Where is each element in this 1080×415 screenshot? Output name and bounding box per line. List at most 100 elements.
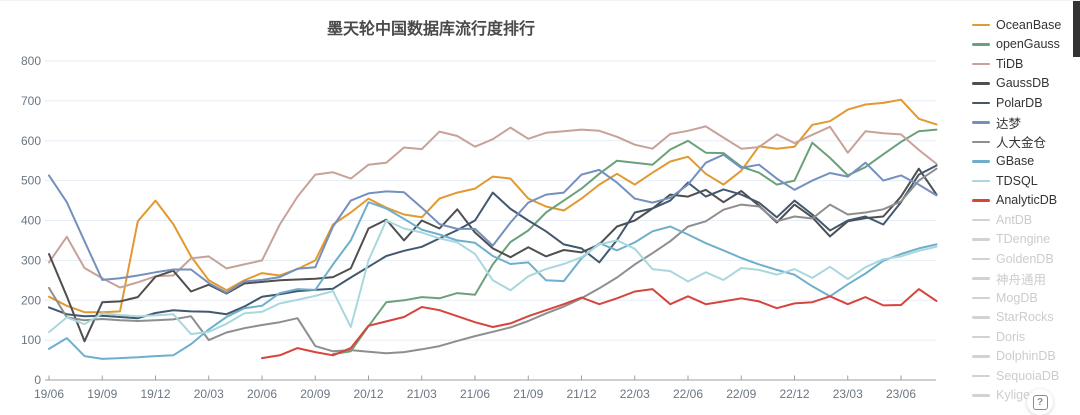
legend-label: DolphinDB [996, 349, 1056, 364]
legend-item-TDSQL[interactable]: TDSQL [972, 171, 1078, 191]
legend-item-openGauss[interactable]: openGauss [972, 35, 1078, 55]
legend-item-StarRocks[interactable]: StarRocks [972, 308, 1078, 328]
legend-label: MogDB [996, 290, 1038, 305]
legend-line-swatch [972, 238, 990, 241]
legend-item-MogDB[interactable]: MogDB [972, 288, 1078, 308]
x-axis-label: 23/03 [833, 387, 863, 401]
legend-label: GoldenDB [996, 251, 1054, 266]
legend-label: StarRocks [996, 310, 1054, 325]
legend-label: openGauss [996, 37, 1060, 52]
x-axis-label: 22/12 [779, 387, 809, 401]
legend-item-GoldenDB[interactable]: GoldenDB [972, 249, 1078, 269]
legend-label: TDengine [996, 232, 1051, 247]
y-axis-label: 500 [21, 174, 41, 188]
legend-line-swatch [972, 140, 990, 143]
x-axis-label: 21/12 [566, 387, 596, 401]
series-line-OceanBase[interactable] [48, 98, 938, 314]
legend-label: TiDB [996, 56, 1024, 71]
series-line-PolarDB[interactable] [48, 164, 938, 320]
legend-item-人大金仓[interactable]: 人大金仓 [972, 132, 1078, 152]
legend-item-TiDB[interactable]: TiDB [972, 54, 1078, 74]
legend-line-swatch [972, 335, 990, 338]
legend-label: Doris [996, 329, 1026, 344]
x-axis-label: 20/12 [353, 387, 383, 401]
legend-line-swatch [972, 257, 990, 260]
legend-item-DolphinDB[interactable]: DolphinDB [972, 347, 1078, 367]
legend-line-swatch [972, 218, 990, 221]
legend-item-Doris[interactable]: Doris [972, 327, 1078, 347]
legend-label: TDSQL [996, 173, 1038, 188]
legend-item-GBase[interactable]: GBase [972, 152, 1078, 172]
legend-item-GaussDB[interactable]: GaussDB [972, 74, 1078, 94]
x-axis-label: 22/09 [726, 387, 756, 401]
scrollbar-thumb[interactable] [1073, 1, 1080, 57]
legend-label: OceanBase [996, 17, 1062, 32]
series-line-人大金仓[interactable] [48, 167, 938, 355]
y-axis-label: 200 [21, 293, 41, 307]
help-icon: ? [1032, 394, 1048, 410]
legend-item-SequoiaDB[interactable]: SequoiaDB [972, 366, 1078, 386]
legend-line-swatch [972, 160, 990, 163]
legend-line-swatch [972, 82, 990, 85]
legend-label: AntDB [996, 212, 1033, 227]
legend-item-AnalyticDB[interactable]: AnalyticDB [972, 191, 1078, 211]
legend-line-swatch [972, 43, 990, 46]
legend-item-PolarDB[interactable]: PolarDB [972, 93, 1078, 113]
legend-label: AnalyticDB [996, 193, 1058, 208]
legend-line-swatch [972, 23, 990, 26]
help-button[interactable]: ? [1027, 389, 1053, 415]
legend-item-OceanBase[interactable]: OceanBase [972, 15, 1078, 35]
legend-label: GaussDB [996, 76, 1050, 91]
legend-line-swatch [972, 277, 990, 280]
series-line-GBase[interactable] [48, 201, 938, 360]
x-axis-label: 19/06 [34, 387, 64, 401]
chart-title: 墨天轮中国数据库流行度排行 [326, 21, 536, 38]
legend-item-Kyligence[interactable]: Kyligence [972, 386, 1078, 406]
legend-item-AntDB[interactable]: AntDB [972, 210, 1078, 230]
y-axis-label: 700 [21, 94, 41, 108]
y-axis-label: 300 [21, 253, 41, 267]
legend-label: 达梦 [996, 116, 1022, 131]
legend-line-swatch [972, 296, 990, 299]
x-axis-label: 19/12 [140, 387, 170, 401]
y-axis-label: 600 [21, 134, 41, 148]
legend: OceanBase openGauss TiDB GaussDB PolarDB 达梦人大… [972, 15, 1078, 405]
legend-item-达梦[interactable]: 达梦 [972, 113, 1078, 133]
legend-label: PolarDB [996, 95, 1043, 110]
x-axis-label: 23/06 [886, 387, 916, 401]
legend-label: 神舟通用 [996, 272, 1047, 287]
legend-item-神舟通用[interactable]: 神舟通用 [972, 269, 1078, 289]
legend-line-swatch [972, 374, 990, 377]
x-axis-label: 21/03 [407, 387, 437, 401]
y-axis-label: 800 [21, 54, 41, 68]
x-axis-label: 22/06 [673, 387, 703, 401]
series-line-openGauss[interactable] [332, 128, 938, 356]
legend-item-TDengine[interactable]: TDengine [972, 230, 1078, 250]
legend-label: GBase [996, 154, 1035, 169]
series-line-TiDB[interactable] [48, 125, 938, 289]
legend-line-swatch [972, 101, 990, 104]
x-axis-label: 20/09 [300, 387, 330, 401]
series-line-TDSQL[interactable] [48, 219, 938, 336]
legend-line-swatch [972, 316, 990, 319]
y-axis-label: 100 [21, 333, 41, 347]
x-axis-label: 21/06 [460, 387, 490, 401]
legend-line-swatch [972, 62, 990, 65]
legend-line-swatch [972, 355, 990, 358]
legend-label: 人大金仓 [996, 136, 1047, 151]
y-axis-label: 400 [21, 214, 41, 228]
legend-line-swatch [972, 179, 990, 182]
legend-line-swatch [972, 199, 990, 202]
x-axis-label: 20/06 [247, 387, 277, 401]
legend-label: SequoiaDB [996, 368, 1060, 383]
x-axis-label: 19/09 [87, 387, 117, 401]
legend-line-swatch [972, 394, 990, 397]
series-line-达梦[interactable] [48, 153, 938, 294]
series-line-GaussDB[interactable] [48, 167, 938, 343]
series-line-AnalyticDB[interactable] [261, 288, 938, 360]
legend-line-swatch [972, 121, 990, 124]
x-axis-label: 22/03 [620, 387, 650, 401]
y-axis-label: 0 [34, 373, 41, 387]
